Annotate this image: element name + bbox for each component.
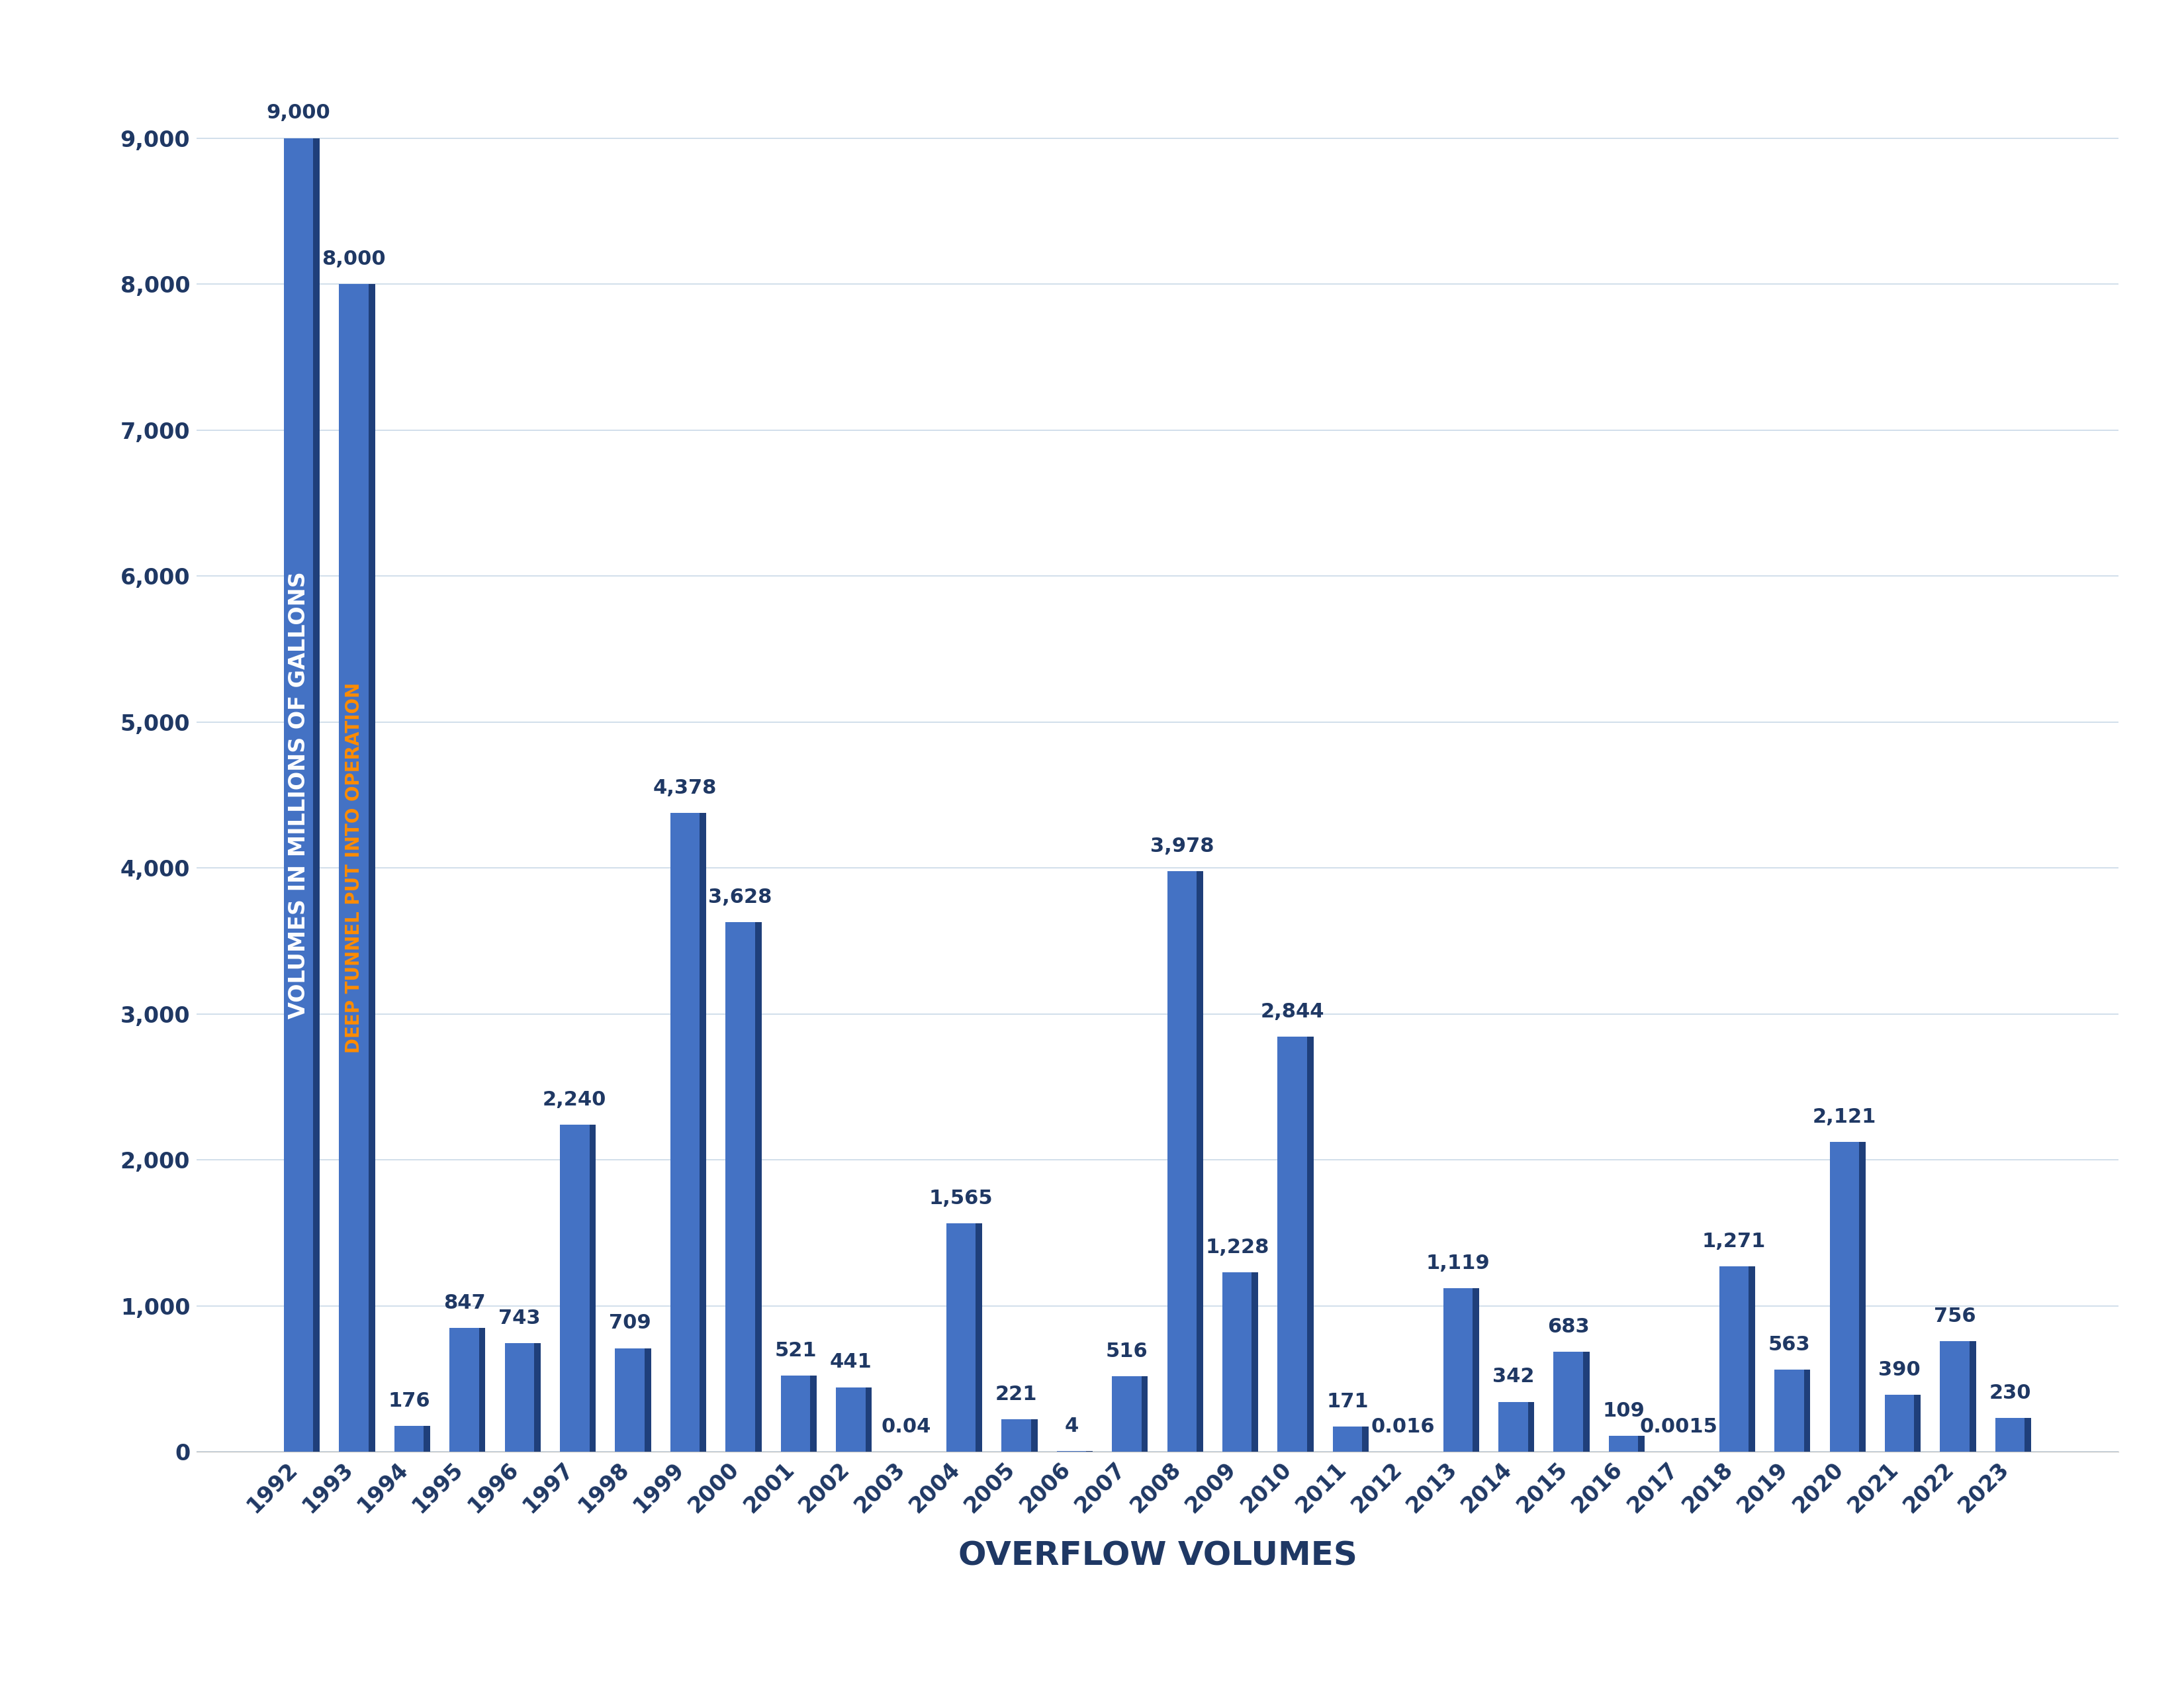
Bar <box>1859 1143 1865 1452</box>
Text: 342: 342 <box>1492 1367 1533 1386</box>
Bar <box>1553 1352 1583 1452</box>
Text: 0.04: 0.04 <box>880 1416 930 1436</box>
Text: 1,565: 1,565 <box>928 1188 994 1209</box>
Bar <box>865 1388 871 1452</box>
Bar <box>1830 1143 1859 1452</box>
Text: 516: 516 <box>1105 1342 1149 1361</box>
Bar <box>424 1426 430 1452</box>
X-axis label: OVERFLOW VOLUMES: OVERFLOW VOLUMES <box>959 1539 1356 1572</box>
Bar <box>395 1426 424 1452</box>
Bar <box>1112 1376 1142 1452</box>
Bar <box>1002 1420 1031 1452</box>
Bar <box>699 812 705 1452</box>
Bar <box>505 1344 535 1452</box>
Bar <box>1306 1036 1313 1452</box>
Bar <box>1363 1426 1369 1452</box>
Bar <box>284 138 312 1452</box>
Text: 1,119: 1,119 <box>1426 1254 1489 1273</box>
Bar <box>1610 1436 1638 1452</box>
Text: 4,378: 4,378 <box>653 778 716 797</box>
Text: 743: 743 <box>498 1308 539 1328</box>
Text: VOLUMES IN MILLIONS OF GALLONS: VOLUMES IN MILLIONS OF GALLONS <box>288 571 310 1018</box>
Text: 8,000: 8,000 <box>321 250 387 268</box>
Bar <box>836 1388 865 1452</box>
Text: 683: 683 <box>1546 1317 1590 1337</box>
Text: 441: 441 <box>830 1352 871 1372</box>
Bar <box>1332 1426 1363 1452</box>
Bar <box>644 1349 651 1452</box>
Bar <box>1031 1420 1037 1452</box>
Text: 2,240: 2,240 <box>544 1090 607 1109</box>
Text: 563: 563 <box>1769 1335 1811 1354</box>
Bar <box>1166 871 1197 1452</box>
Bar <box>559 1124 590 1452</box>
Bar <box>1804 1369 1811 1452</box>
Text: 0.016: 0.016 <box>1372 1416 1435 1436</box>
Bar <box>1142 1376 1149 1452</box>
Bar <box>1223 1273 1251 1452</box>
Text: 756: 756 <box>1933 1307 1977 1327</box>
Bar <box>1197 871 1203 1452</box>
Text: 171: 171 <box>1326 1393 1369 1411</box>
Text: 3,628: 3,628 <box>708 888 773 906</box>
Bar <box>1749 1266 1756 1452</box>
Text: 2,121: 2,121 <box>1813 1107 1876 1126</box>
Bar <box>1472 1288 1479 1452</box>
Bar <box>976 1224 983 1452</box>
Bar <box>2025 1418 2031 1452</box>
Bar <box>312 138 319 1452</box>
Bar <box>780 1376 810 1452</box>
Bar <box>535 1344 542 1452</box>
Bar <box>1638 1436 1645 1452</box>
Bar <box>369 284 376 1452</box>
Bar <box>616 1349 644 1452</box>
Text: 521: 521 <box>775 1340 817 1361</box>
Bar <box>1939 1342 1970 1452</box>
Text: 176: 176 <box>389 1391 430 1411</box>
Bar <box>1278 1036 1306 1452</box>
Bar <box>1498 1401 1529 1452</box>
Text: 0.0015: 0.0015 <box>1640 1416 1719 1436</box>
Text: 4: 4 <box>1064 1416 1079 1436</box>
Text: 2,844: 2,844 <box>1260 1003 1324 1021</box>
Bar <box>1773 1369 1804 1452</box>
Bar <box>756 922 762 1452</box>
Text: 1,228: 1,228 <box>1206 1237 1269 1258</box>
Bar <box>1970 1342 1977 1452</box>
Text: 221: 221 <box>996 1384 1037 1404</box>
Text: 230: 230 <box>1990 1384 2031 1403</box>
Text: 390: 390 <box>1878 1361 1920 1379</box>
Bar <box>946 1224 976 1452</box>
Text: 1,271: 1,271 <box>1701 1232 1767 1251</box>
Text: DEEP TUNNEL PUT INTO OPERATION: DEEP TUNNEL PUT INTO OPERATION <box>345 682 363 1053</box>
Bar <box>590 1124 596 1452</box>
Bar <box>725 922 756 1452</box>
Bar <box>1529 1401 1535 1452</box>
Text: 9,000: 9,000 <box>266 103 330 123</box>
Bar <box>339 284 369 1452</box>
Text: 109: 109 <box>1603 1401 1645 1420</box>
Bar <box>450 1328 478 1452</box>
Text: 3,978: 3,978 <box>1151 837 1214 856</box>
Bar <box>810 1376 817 1452</box>
Bar <box>1583 1352 1590 1452</box>
Text: 847: 847 <box>443 1293 485 1313</box>
Text: 709: 709 <box>609 1313 651 1334</box>
Bar <box>1251 1273 1258 1452</box>
Bar <box>670 812 699 1452</box>
Bar <box>1996 1418 2025 1452</box>
Bar <box>1719 1266 1749 1452</box>
Bar <box>1885 1394 1913 1452</box>
Bar <box>1913 1394 1920 1452</box>
Bar <box>478 1328 485 1452</box>
Bar <box>1444 1288 1472 1452</box>
